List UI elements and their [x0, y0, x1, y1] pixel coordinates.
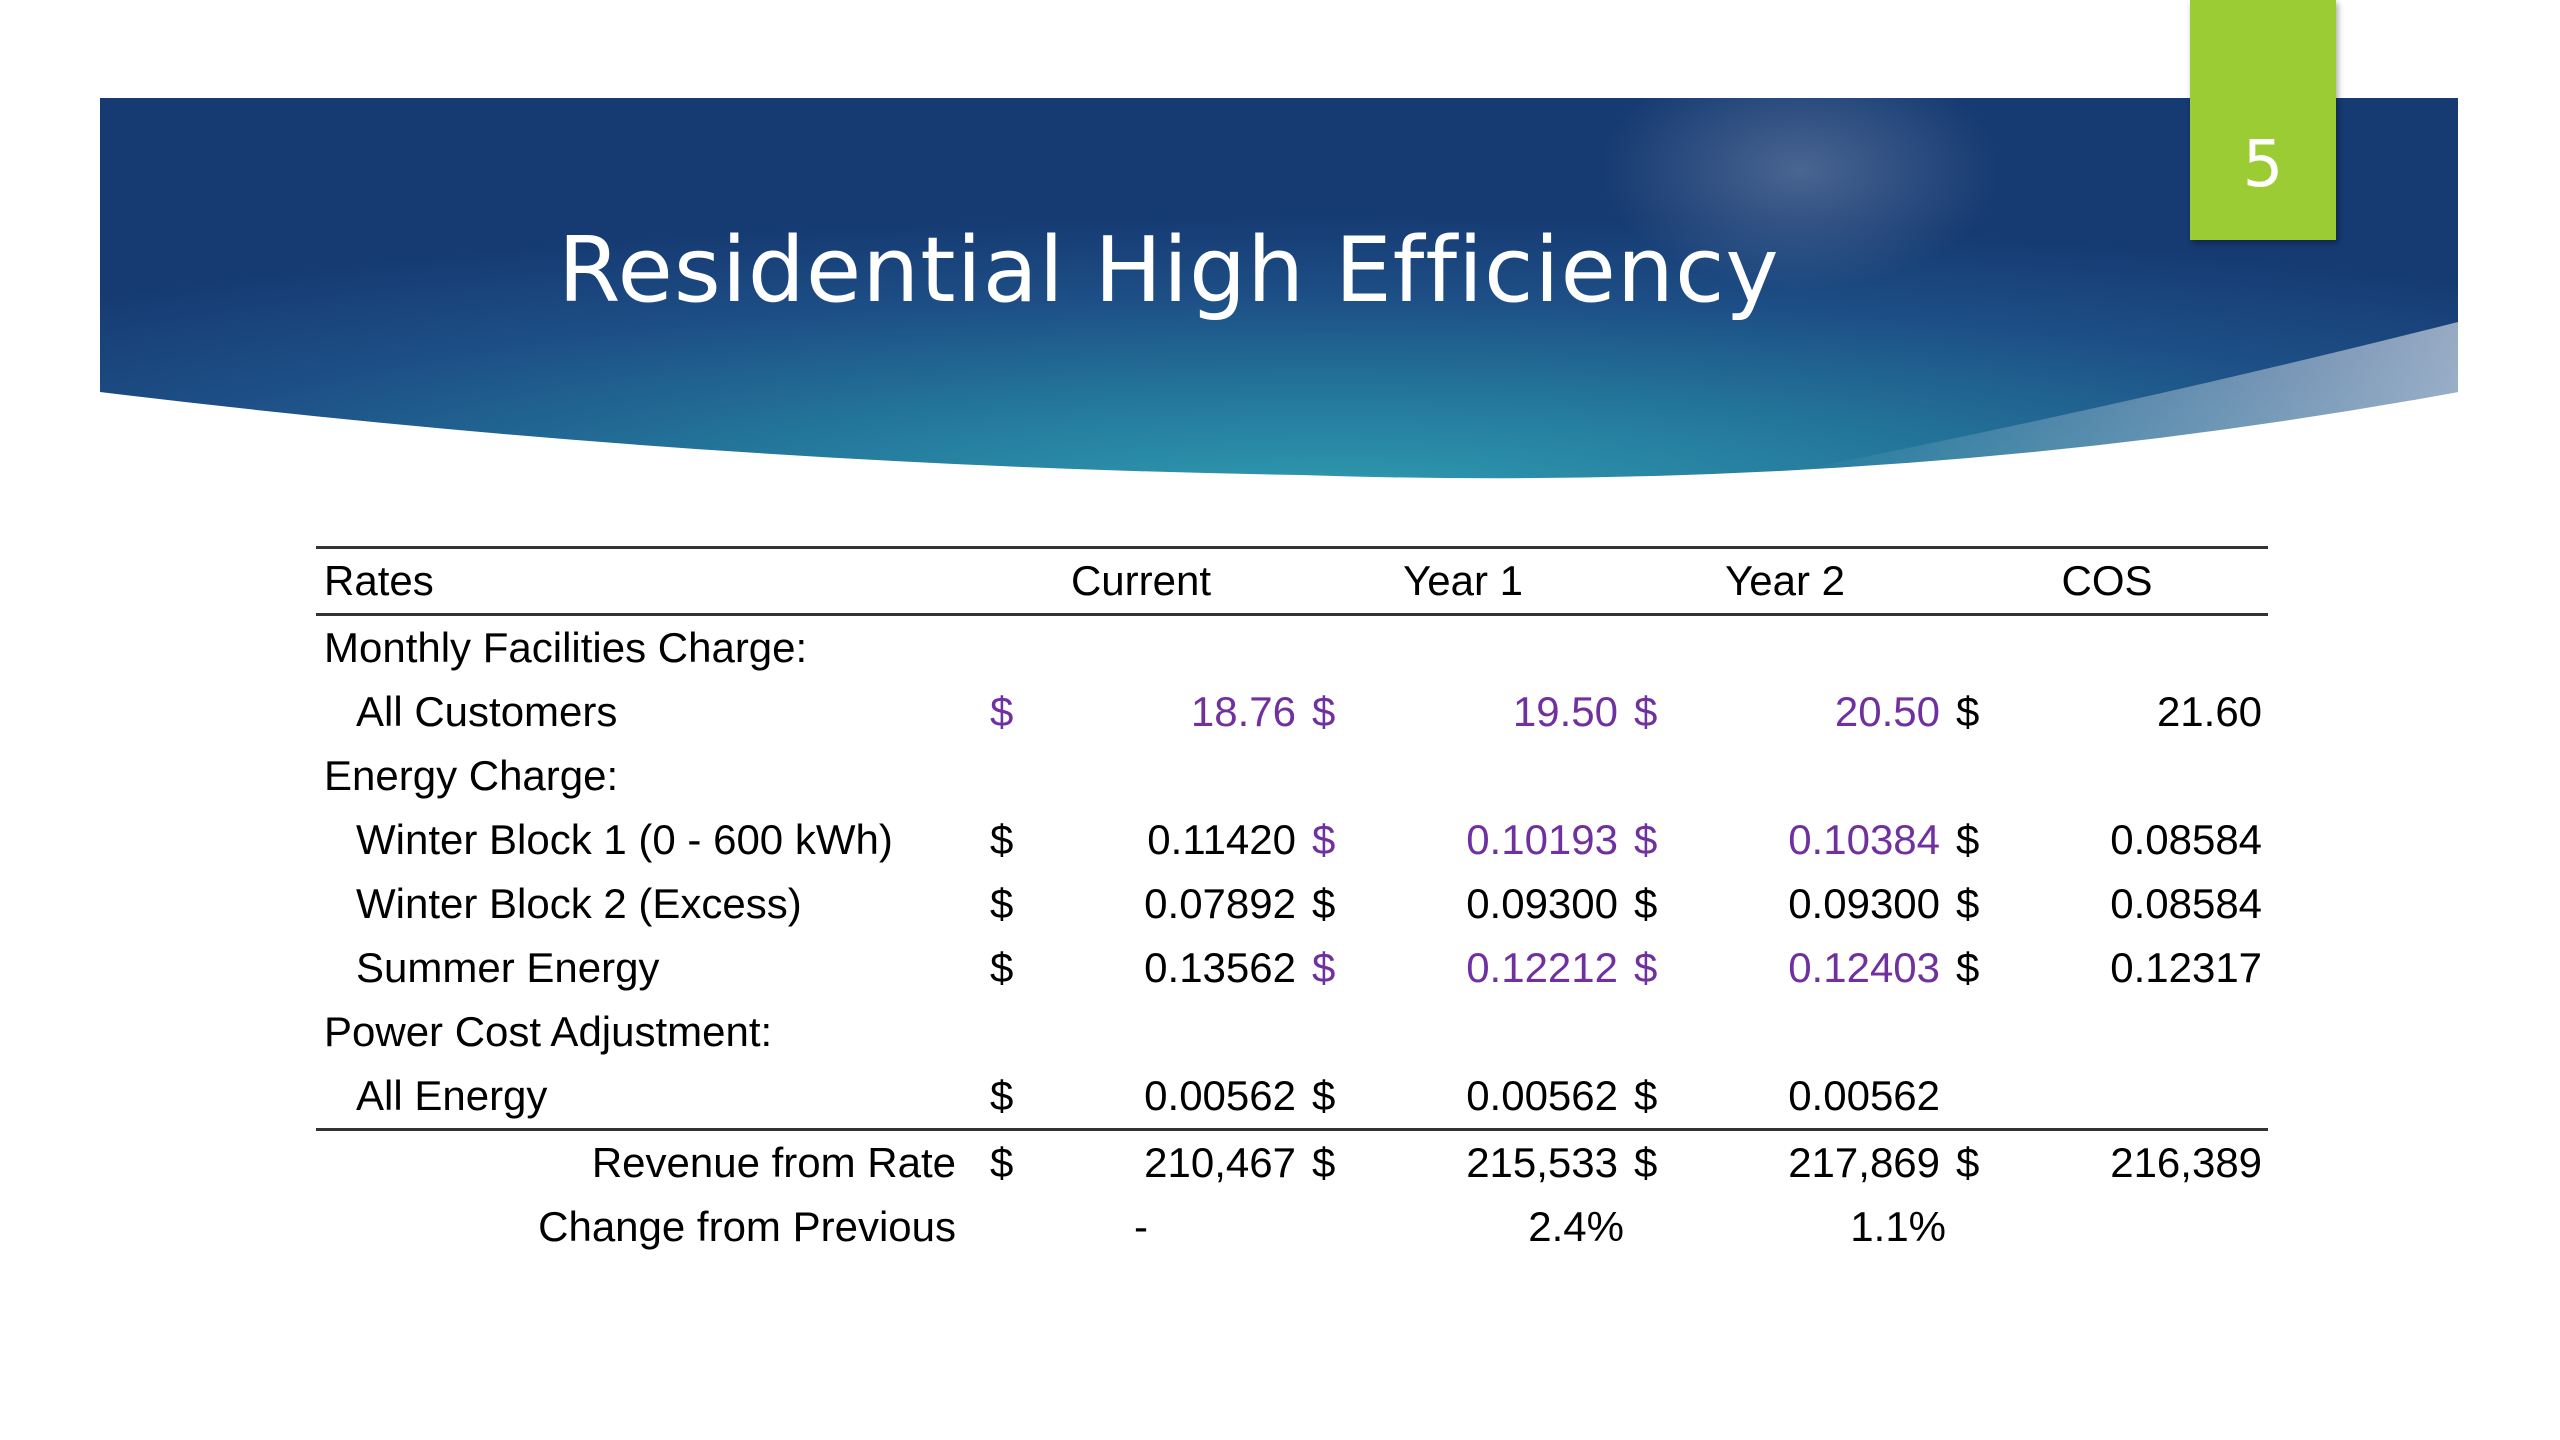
cell-year-1: 215,533 [1364, 1128, 1625, 1195]
section-row-power-cost-adjustment: Power Cost Adjustment: [316, 1000, 2268, 1064]
dollar-sign: $ [990, 944, 1014, 991]
dollar-sign: $ [990, 1072, 1014, 1119]
dollar-sign: $ [1634, 1072, 1658, 1119]
cell-year-1: 0.09300 [1466, 880, 1619, 927]
section-row-monthly-facilities: Monthly Facilities Charge: [316, 615, 2268, 681]
cell-year-2: 0.00562 [1788, 1072, 1941, 1119]
header-current: Current [980, 546, 1302, 616]
cell-year-2: 20.50 [1834, 688, 1941, 735]
section-row-energy-charge: Energy Charge: [316, 744, 2268, 808]
dollar-sign: $ [1956, 944, 1980, 991]
cell-year-2: 217,869 [1686, 1128, 1947, 1195]
slide-title: Residential High Efficiency [558, 218, 1780, 323]
dollar-sign: $ [1634, 880, 1658, 927]
row-label: Winter Block 1 (0 - 600 kWh) [356, 816, 893, 863]
page-number: 5 [2242, 128, 2284, 202]
title-banner [100, 50, 2458, 479]
cell-year-2: 0.09300 [1788, 880, 1941, 927]
row-label: All Customers [356, 688, 618, 735]
table-row-summer-energy: Summer Energy $ 0.13562 $ 0.12212 $ 0.12… [316, 936, 2268, 1000]
dollar-sign: $ [1312, 816, 1336, 863]
dollar-sign: $ [1634, 944, 1658, 991]
row-label: Power Cost Adjustment: [324, 1008, 773, 1055]
header-year-1: Year 1 [1302, 546, 1625, 616]
row-label: Change from Previous [538, 1203, 956, 1250]
table-header-row: Rates Current Year 1 Year 2 COS [316, 546, 2269, 616]
cell-cos [2008, 1064, 2268, 1130]
cell-current: 0.11420 [1147, 816, 1296, 863]
cell-year-1: 19.50 [1512, 688, 1619, 735]
page-number-tab: 5 [2190, 0, 2336, 240]
cell-current: 0.07892 [1144, 880, 1296, 927]
cell-current: 0.13562 [1144, 944, 1296, 991]
dollar-sign: $ [990, 688, 1014, 735]
cell-current: 210,467 [1042, 1128, 1302, 1195]
cell-year-2: 1.1% [1850, 1203, 1947, 1250]
header-year-2: Year 2 [1624, 546, 1947, 616]
dollar-sign: $ [990, 816, 1014, 863]
table-row-change: Change from Previous - 2.4% 1.1% [316, 1195, 2268, 1259]
dollar-sign: $ [980, 1128, 1042, 1195]
cell-year-1: 2.4% [1528, 1203, 1625, 1250]
dollar-sign: $ [1312, 688, 1336, 735]
row-label: Monthly Facilities Charge: [324, 624, 808, 671]
cell-cos: 21.60 [2156, 688, 2263, 735]
table-row-winter-block-2: Winter Block 2 (Excess) $ 0.07892 $ 0.09… [316, 872, 2268, 936]
cell-year-1: 0.12212 [1466, 944, 1619, 991]
dollar-sign: $ [1312, 1072, 1336, 1119]
dollar-sign: $ [1956, 816, 1980, 863]
row-label: Winter Block 2 (Excess) [356, 880, 802, 927]
cell-year-2: 0.12403 [1788, 944, 1941, 991]
table-row-revenue: Revenue from Rate $ 210,467 $ 215,533 $ … [316, 1128, 2269, 1195]
cell-cos: 0.12317 [2110, 944, 2263, 991]
rates-table: Rates Current Year 1 Year 2 COS Monthly … [316, 546, 2269, 1259]
cell-cos: 0.08584 [2110, 816, 2263, 863]
header-cos: COS [1946, 546, 2269, 616]
row-label: All Energy [356, 1072, 548, 1119]
cell-current: - [1134, 1203, 1148, 1250]
cell-year-2: 0.10384 [1788, 816, 1941, 863]
cell-cos: 0.08584 [2110, 880, 2263, 927]
cell-current: 18.76 [1190, 688, 1296, 735]
row-label: Revenue from Rate [316, 1128, 980, 1195]
dollar-sign [1946, 1064, 2008, 1130]
dollar-sign: $ [1312, 880, 1336, 927]
cell-year-1: 0.00562 [1466, 1072, 1619, 1119]
header-rates-label: Rates [316, 546, 980, 616]
dollar-sign: $ [1624, 1128, 1687, 1195]
dollar-sign: $ [1956, 688, 1980, 735]
dollar-sign: $ [1946, 1128, 2009, 1195]
dollar-sign: $ [1956, 880, 1980, 927]
table-row-winter-block-1: Winter Block 1 (0 - 600 kWh) $ 0.11420 $… [316, 808, 2268, 872]
cell-year-1: 0.10193 [1466, 816, 1619, 863]
cell-current: 0.00562 [1144, 1072, 1296, 1119]
dollar-sign: $ [1634, 816, 1658, 863]
row-label: Summer Energy [356, 944, 660, 991]
table-row-all-customers: All Customers $ 18.76 $ 19.50 $ 20.50 $ … [316, 680, 2268, 744]
dollar-sign: $ [1634, 688, 1658, 735]
row-label: Energy Charge: [324, 752, 619, 799]
dollar-sign: $ [1312, 944, 1336, 991]
dollar-sign: $ [990, 880, 1014, 927]
dollar-sign: $ [1302, 1128, 1364, 1195]
cell-cos [2008, 1195, 2268, 1259]
table-row-all-energy: All Energy $ 0.00562 $ 0.00562 $ 0.00562 [316, 1064, 2268, 1130]
cell-cos: 216,389 [2008, 1128, 2269, 1195]
